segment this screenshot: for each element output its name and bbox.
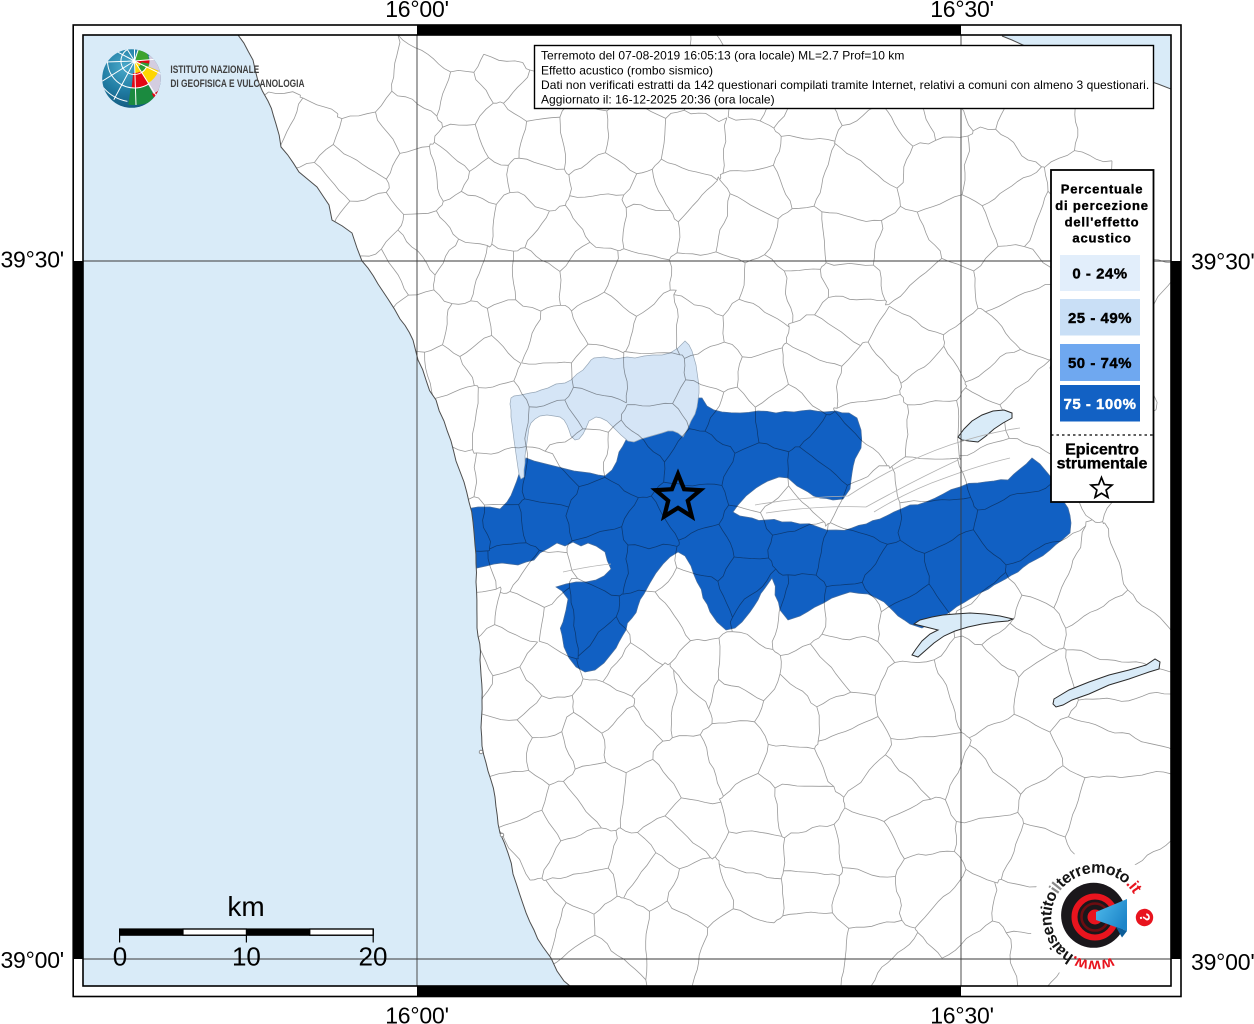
svg-text:0: 0: [113, 942, 127, 972]
svg-text:39°00': 39°00': [1191, 949, 1254, 975]
svg-text:Epicentro: Epicentro: [1065, 442, 1139, 459]
svg-text:16°00': 16°00': [385, 1003, 449, 1024]
svg-text:km: km: [227, 891, 264, 922]
svg-text:39°30': 39°30': [1191, 249, 1254, 275]
svg-text:DI GEOFISICA E VULCANOLOGIA: DI GEOFISICA E VULCANOLOGIA: [170, 78, 304, 90]
svg-text:20: 20: [359, 942, 388, 972]
svg-text:acustico: acustico: [1072, 230, 1131, 245]
svg-text:Aggiornato il: 16-12-2025 20:3: Aggiornato il: 16-12-2025 20:36 (ora loc…: [541, 93, 775, 107]
svg-text:16°30': 16°30': [930, 0, 994, 22]
svg-text:Dati non verificati estratti d: Dati non verificati estratti da 142 ques…: [541, 78, 1149, 92]
svg-text:39°00': 39°00': [0, 947, 64, 973]
svg-text:dell'effetto: dell'effetto: [1065, 214, 1140, 229]
svg-text:Effetto acustico (rombo sismic: Effetto acustico (rombo sismico): [541, 64, 713, 78]
svg-text:di percezione: di percezione: [1055, 198, 1148, 213]
svg-text:75 - 100%: 75 - 100%: [1064, 396, 1137, 413]
svg-text:strumentale: strumentale: [1057, 456, 1148, 473]
svg-text:25 - 49%: 25 - 49%: [1068, 310, 1132, 327]
svg-text:Terremoto del 07-08-2019 16:05: Terremoto del 07-08-2019 16:05:13 (ora l…: [541, 49, 904, 63]
svg-text:39°30': 39°30': [0, 247, 64, 273]
svg-text:16°30': 16°30': [930, 1003, 994, 1024]
svg-text:ISTITUTO NAZIONALE: ISTITUTO NAZIONALE: [170, 64, 259, 76]
svg-text:10: 10: [232, 942, 261, 972]
svg-text:Percentuale: Percentuale: [1061, 181, 1144, 196]
svg-text:50 - 74%: 50 - 74%: [1068, 355, 1132, 372]
svg-text:16°00': 16°00': [385, 0, 449, 22]
svg-text:0 - 24%: 0 - 24%: [1072, 266, 1127, 283]
svg-text:?: ?: [1136, 912, 1153, 924]
